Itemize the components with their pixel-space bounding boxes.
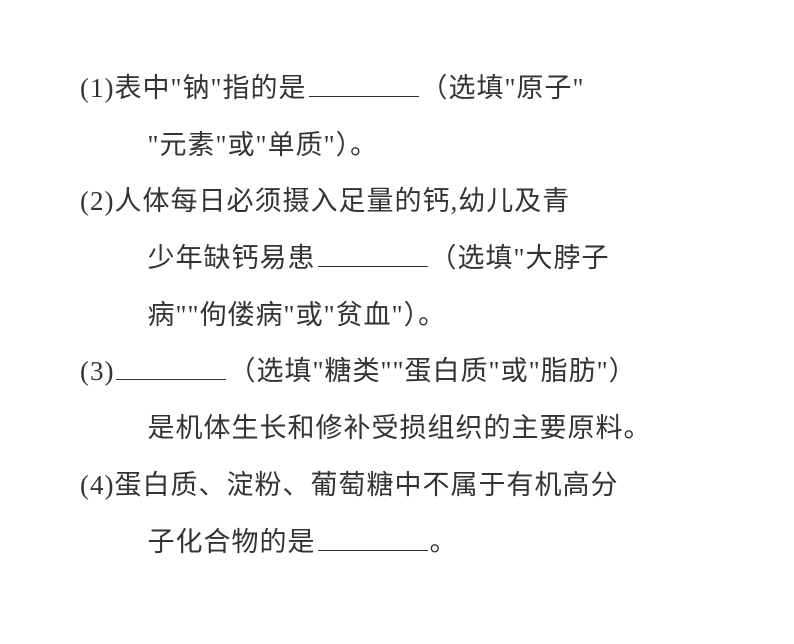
question-4-line2-before: 子化合物的是 <box>148 527 316 557</box>
question-1-text-before: 表中"钠"指的是 <box>114 73 306 103</box>
question-3-line1-after: （选填"糖类""蛋白质"或"脂肪"） <box>228 356 636 386</box>
question-2-line1-text: 人体每日必须摄入足量的钙,幼儿及青 <box>114 186 570 216</box>
question-4-line1-text: 蛋白质、淀粉、葡萄糖中不属于有机高分 <box>114 470 618 500</box>
question-1: (1)表中"钠"指的是 （选填"原子" "元素"或"单质"）。 <box>80 60 714 173</box>
question-3-line2-text: 是机体生长和修补受损组织的主要原料。 <box>148 413 652 443</box>
question-2-number: (2) <box>80 186 114 216</box>
question-3-number: (3) <box>80 356 114 386</box>
question-2-line1: (2)人体每日必须摄入足量的钙,幼儿及青 <box>80 173 714 230</box>
question-4-line2-after: 。 <box>430 527 458 557</box>
question-1-line2: "元素"或"单质"）。 <box>80 117 714 174</box>
question-2-blank <box>318 240 428 267</box>
question-4-line1: (4)蛋白质、淀粉、葡萄糖中不属于有机高分 <box>80 457 714 514</box>
question-3: (3) （选填"糖类""蛋白质"或"脂肪"） 是机体生长和修补受损组织的主要原料。 <box>80 343 714 456</box>
question-1-text-after: （选填"原子" <box>421 73 585 103</box>
question-2: (2)人体每日必须摄入足量的钙,幼儿及青 少年缺钙易患 （选填"大脖子 病""佝偻… <box>80 173 714 343</box>
question-3-line2: 是机体生长和修补受损组织的主要原料。 <box>80 400 714 457</box>
question-3-line1: (3) （选填"糖类""蛋白质"或"脂肪"） <box>80 343 714 400</box>
question-1-blank <box>309 70 419 97</box>
question-2-line2-after: （选填"大脖子 <box>430 243 610 273</box>
question-2-line3-text: 病""佝偻病"或"贫血"）。 <box>148 300 447 330</box>
question-4-number: (4) <box>80 470 114 500</box>
question-4-line2: 子化合物的是 。 <box>80 514 714 571</box>
question-2-line2: 少年缺钙易患 （选填"大脖子 <box>80 230 714 287</box>
question-1-number: (1) <box>80 73 114 103</box>
question-4: (4)蛋白质、淀粉、葡萄糖中不属于有机高分 子化合物的是 。 <box>80 457 714 570</box>
question-2-line2-before: 少年缺钙易患 <box>148 243 316 273</box>
exam-questions-container: (1)表中"钠"指的是 （选填"原子" "元素"或"单质"）。 (2)人体每日必须… <box>80 60 714 570</box>
question-3-blank <box>116 353 226 380</box>
question-4-blank <box>318 524 428 551</box>
question-1-line2-text: "元素"或"单质"）。 <box>148 130 379 160</box>
question-1-line1: (1)表中"钠"指的是 （选填"原子" <box>80 60 714 117</box>
question-2-line3: 病""佝偻病"或"贫血"）。 <box>80 287 714 344</box>
